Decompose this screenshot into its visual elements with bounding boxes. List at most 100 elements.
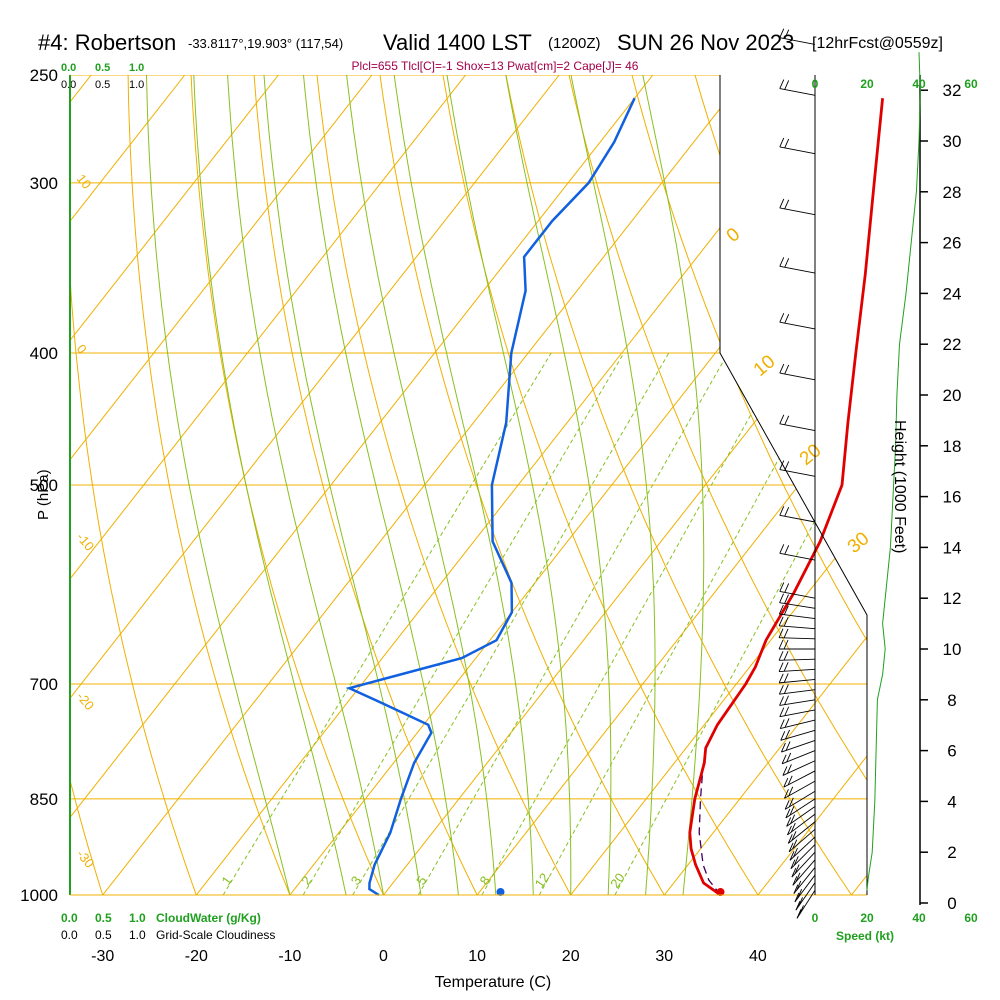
wind-barb-flag [783, 684, 789, 694]
surface-dewpoint-dot [496, 888, 505, 896]
wind-barb-flag [780, 731, 786, 741]
wind-barb-flag [788, 786, 794, 797]
wind-barb-shaft [779, 514, 816, 523]
wind-barb [778, 662, 816, 673]
wind-barb-flag [787, 825, 792, 836]
wind-barb [782, 760, 816, 776]
wind-barb-shaft [779, 613, 816, 619]
height-tick-label: 30 [943, 132, 962, 151]
forecast-date: SUN 26 Nov 2023 [617, 30, 794, 55]
wind-barb [792, 859, 816, 886]
height-tick-label: 4 [947, 792, 956, 811]
wind-barb [779, 363, 816, 381]
wind-barb-shaft [779, 207, 816, 216]
wind-barb-shaft [779, 699, 816, 706]
mixing-ratio-label: 12 [532, 870, 553, 890]
temperature-tick-label: -20 [185, 948, 208, 965]
wind-barb [789, 836, 816, 861]
cloud-tick: 1.0 [129, 911, 146, 925]
wind-barb-flag [779, 707, 785, 717]
wind-barb-flag [788, 797, 794, 808]
wind-barb [787, 821, 816, 844]
wind-barb [779, 313, 816, 330]
wind-barb-flag [779, 363, 785, 374]
wind-barb-flag [784, 800, 790, 810]
wind-barb-shaft [780, 719, 816, 729]
wind-barb-flag [784, 594, 789, 604]
station-title: #4: Robertson [38, 30, 176, 55]
height-tick-label: 2 [947, 843, 956, 862]
wind-barb-shaft [779, 469, 816, 477]
isotherm-line [663, 75, 867, 895]
wind-barb-flag [778, 673, 784, 684]
wind-barb [779, 198, 816, 216]
top-cloud-scale: 0.0 0.5 1.0 0.0 0.5 1.0 [61, 62, 144, 91]
wind-barb-shaft [779, 552, 816, 561]
pressure-tick-label: 700 [30, 675, 58, 694]
cloud-tick: 0.0 [61, 62, 76, 74]
parcel-trace [698, 762, 722, 896]
cloudiness-tick: 0.0 [61, 928, 78, 942]
mixing-ratio-line [302, 352, 625, 895]
station-coords: -33.8117°,19.903° (117,54) [188, 36, 343, 51]
wind-barb [778, 604, 816, 619]
wind-barb [793, 867, 816, 894]
wind-barb [784, 780, 816, 799]
dry-adiabat-line [189, 75, 398, 895]
wind-barb-flag [796, 909, 802, 919]
wind-barb-flag [784, 583, 790, 593]
temperature-tick-label: 40 [749, 948, 767, 965]
wind-barb-flag [779, 28, 785, 38]
height-tick-label: 0 [947, 894, 956, 913]
dry-adiabat-line [127, 75, 303, 895]
wind-barb-flag [784, 80, 790, 90]
height-tick-label: 24 [943, 284, 962, 303]
wind-barb [784, 790, 816, 810]
isotherm-label: -10 [74, 530, 98, 554]
height-tick-label: 10 [943, 640, 962, 659]
wind-barb-flag [794, 892, 800, 903]
mixing-ratio-label: 3 [348, 873, 364, 888]
x-axis-label: Temperature (C) [435, 974, 551, 991]
theta-label: 30 [844, 528, 874, 558]
wind-barb [786, 806, 816, 827]
cloud-tick: 1.0 [129, 62, 144, 74]
wind-barb-flag [791, 867, 797, 878]
temperature-tick-label: 0 [379, 948, 388, 965]
height-tick-label: 18 [943, 437, 962, 456]
wind-barb-flag [793, 847, 798, 858]
wind-barb-flag [779, 582, 785, 592]
wind-barb-flag [785, 808, 791, 819]
wind-barb-shaft [779, 679, 816, 684]
wind-barb-flag [780, 742, 786, 753]
temperature-tick-label: 20 [562, 948, 580, 965]
isotherm-label: 10 [74, 171, 95, 192]
wind-barb [790, 844, 816, 869]
wind-barb-shaft [779, 709, 816, 718]
wind-barb-flag [784, 364, 790, 375]
wind-barb-shaft [786, 806, 816, 827]
wind-barb [780, 740, 816, 753]
dry-adiabat-line [438, 75, 777, 895]
wind-barb-flag [784, 789, 789, 799]
isotherm-line [70, 75, 279, 895]
wind-barb-flag [778, 639, 784, 650]
wind-barb [779, 460, 816, 477]
height-axis-label: Height (1000 Feet) [891, 420, 908, 553]
wind-barb-flag [790, 859, 796, 869]
wind-barb-flag [778, 628, 784, 638]
y-axis-label: P (hPa) [35, 469, 52, 520]
theta-label: 20 [796, 440, 826, 470]
wind-barb-shaft [785, 798, 816, 819]
wind-barb [783, 770, 816, 788]
wind-barb [788, 829, 816, 853]
wind-barb [791, 851, 816, 878]
plot-right-boundary [719, 75, 868, 895]
wind-barb-flag [793, 856, 799, 866]
wind-barb-shaft [779, 372, 816, 381]
speed-tick-label: 20 [860, 77, 874, 91]
dry-adiabat-line [70, 75, 113, 895]
mixing-ratio-label: 2 [298, 873, 314, 888]
